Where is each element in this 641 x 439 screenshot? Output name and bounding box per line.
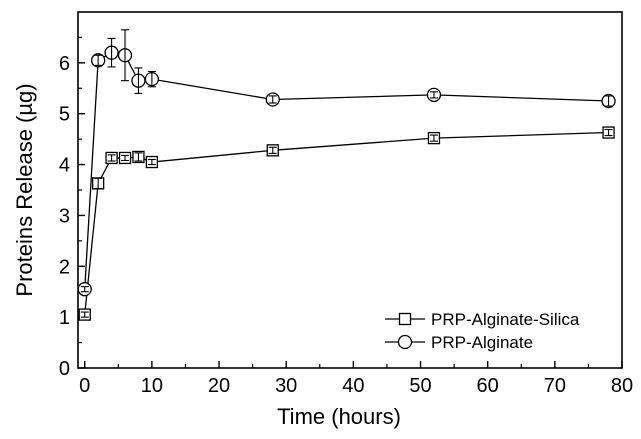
y-tick-label: 2 <box>59 256 70 278</box>
series-line <box>84 52 609 290</box>
legend-label: PRP-Alginate-Silica <box>431 310 580 329</box>
y-tick-label: 4 <box>59 155 70 177</box>
data-point <box>132 150 145 164</box>
legend: PRP-Alginate-Silica PRP-Alginate <box>385 310 580 352</box>
x-tick-label: 0 <box>79 375 90 397</box>
x-tick-label: 80 <box>611 375 633 397</box>
data-point <box>91 177 105 190</box>
legend-circle-icon <box>397 334 413 350</box>
y-tick-label: 5 <box>59 104 70 126</box>
data-point <box>104 37 119 68</box>
legend-item: PRP-Alginate <box>385 333 533 352</box>
series-prp-alginate <box>77 29 616 297</box>
y-axis-title: Proteins Release (µg) <box>12 83 37 296</box>
legend-item: PRP-Alginate-Silica <box>385 310 580 329</box>
data-point <box>145 155 159 169</box>
data-point <box>144 70 160 88</box>
x-tick-label: 70 <box>544 375 566 397</box>
x-axis-title: Time (hours) <box>277 404 401 429</box>
y-tick-label: 1 <box>59 307 70 329</box>
series-prp-alginate-silica <box>78 126 615 321</box>
data-point <box>265 92 280 107</box>
y-tick-label: 6 <box>59 53 70 75</box>
series-line <box>84 131 609 315</box>
data-point <box>78 308 91 321</box>
data-point <box>601 93 616 109</box>
data-point <box>118 151 132 165</box>
data-point <box>77 282 92 297</box>
data-point <box>266 144 279 157</box>
legend-label: PRP-Alginate <box>431 333 533 352</box>
axes: 0 10 20 30 40 50 60 70 80 0 1 2 3 4 5 6 <box>59 11 633 397</box>
data-point <box>117 29 133 82</box>
series-layer <box>77 29 616 321</box>
data-point <box>105 151 118 165</box>
x-tick-label: 50 <box>409 375 431 397</box>
x-tick-label: 60 <box>477 375 499 397</box>
legend-square-icon <box>398 312 412 326</box>
y-tick-label: 3 <box>59 205 70 227</box>
data-point <box>427 131 441 145</box>
y-tick-label: 0 <box>59 358 70 380</box>
x-tick-label: 20 <box>208 375 230 397</box>
data-point <box>90 53 106 68</box>
x-tick-label: 40 <box>342 375 364 397</box>
x-tick-label: 30 <box>275 375 297 397</box>
data-point <box>602 126 615 139</box>
data-point <box>426 87 442 103</box>
x-tick-label: 10 <box>141 375 163 397</box>
